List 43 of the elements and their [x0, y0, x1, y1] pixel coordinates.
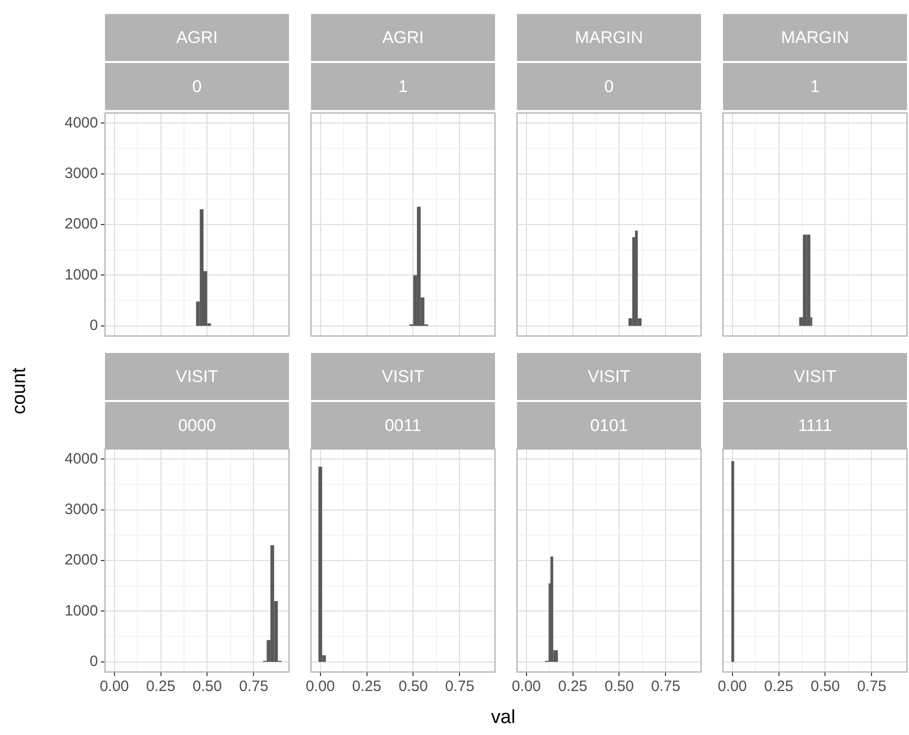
x-tick-label: 0.25: [146, 678, 176, 696]
y-tick-label: 4000: [64, 450, 98, 468]
x-tick-label: 0.00: [306, 678, 335, 696]
chart-title: AGRI: [105, 14, 289, 61]
y-tick-label: 2000: [64, 552, 98, 569]
chart-title: VISIT: [105, 353, 289, 400]
x-tick-label: 0.75: [857, 678, 886, 696]
chart-title: VISIT: [311, 353, 495, 400]
chart-title: VISIT: [517, 353, 701, 400]
y-tick-label: 1000: [64, 602, 98, 620]
chart-subtitle: 0000: [105, 402, 289, 449]
y-tick-label: 4000: [64, 114, 98, 132]
x-tick-label: 0.00: [512, 678, 541, 696]
x-tick-label: 0.25: [558, 678, 588, 696]
x-tick-label: 0.25: [352, 678, 382, 696]
chart-title: VISIT: [723, 353, 907, 400]
y-tick-label: 0: [90, 317, 98, 334]
chart-title: MARGIN: [517, 14, 701, 61]
chart-subtitle: 0101: [517, 402, 701, 449]
y-tick-label: 3000: [64, 164, 98, 182]
x-tick-label: 0.75: [651, 678, 680, 696]
y-tick-label: 2000: [64, 216, 98, 233]
chart-title: MARGIN: [723, 14, 907, 61]
chart-subtitle: 1: [311, 63, 495, 110]
x-tick-label: 0.00: [100, 678, 129, 696]
x-tick-label: 0.25: [764, 678, 794, 696]
x-tick-label: 0.50: [604, 678, 634, 696]
chart-subtitle: 0: [517, 63, 701, 110]
x-tick-label: 0.50: [810, 678, 840, 696]
x-tick-label: 0.50: [398, 678, 428, 696]
y-tick-label: 1000: [64, 266, 98, 284]
y-tick-label: 0: [90, 653, 98, 670]
y-axis-title: count: [9, 368, 32, 414]
x-tick-label: 0.75: [239, 678, 268, 696]
chart-title: AGRI: [311, 14, 495, 61]
x-tick-label: 0.50: [192, 678, 222, 696]
x-axis-title: val: [491, 707, 516, 729]
x-tick-label: 0.75: [445, 678, 474, 696]
chart-subtitle: 0011: [311, 402, 495, 449]
y-tick-label: 3000: [64, 500, 98, 518]
chart-subtitle: 1: [723, 63, 907, 110]
chart-subtitle: 1111: [723, 402, 907, 449]
x-tick-label: 0.00: [718, 678, 747, 696]
